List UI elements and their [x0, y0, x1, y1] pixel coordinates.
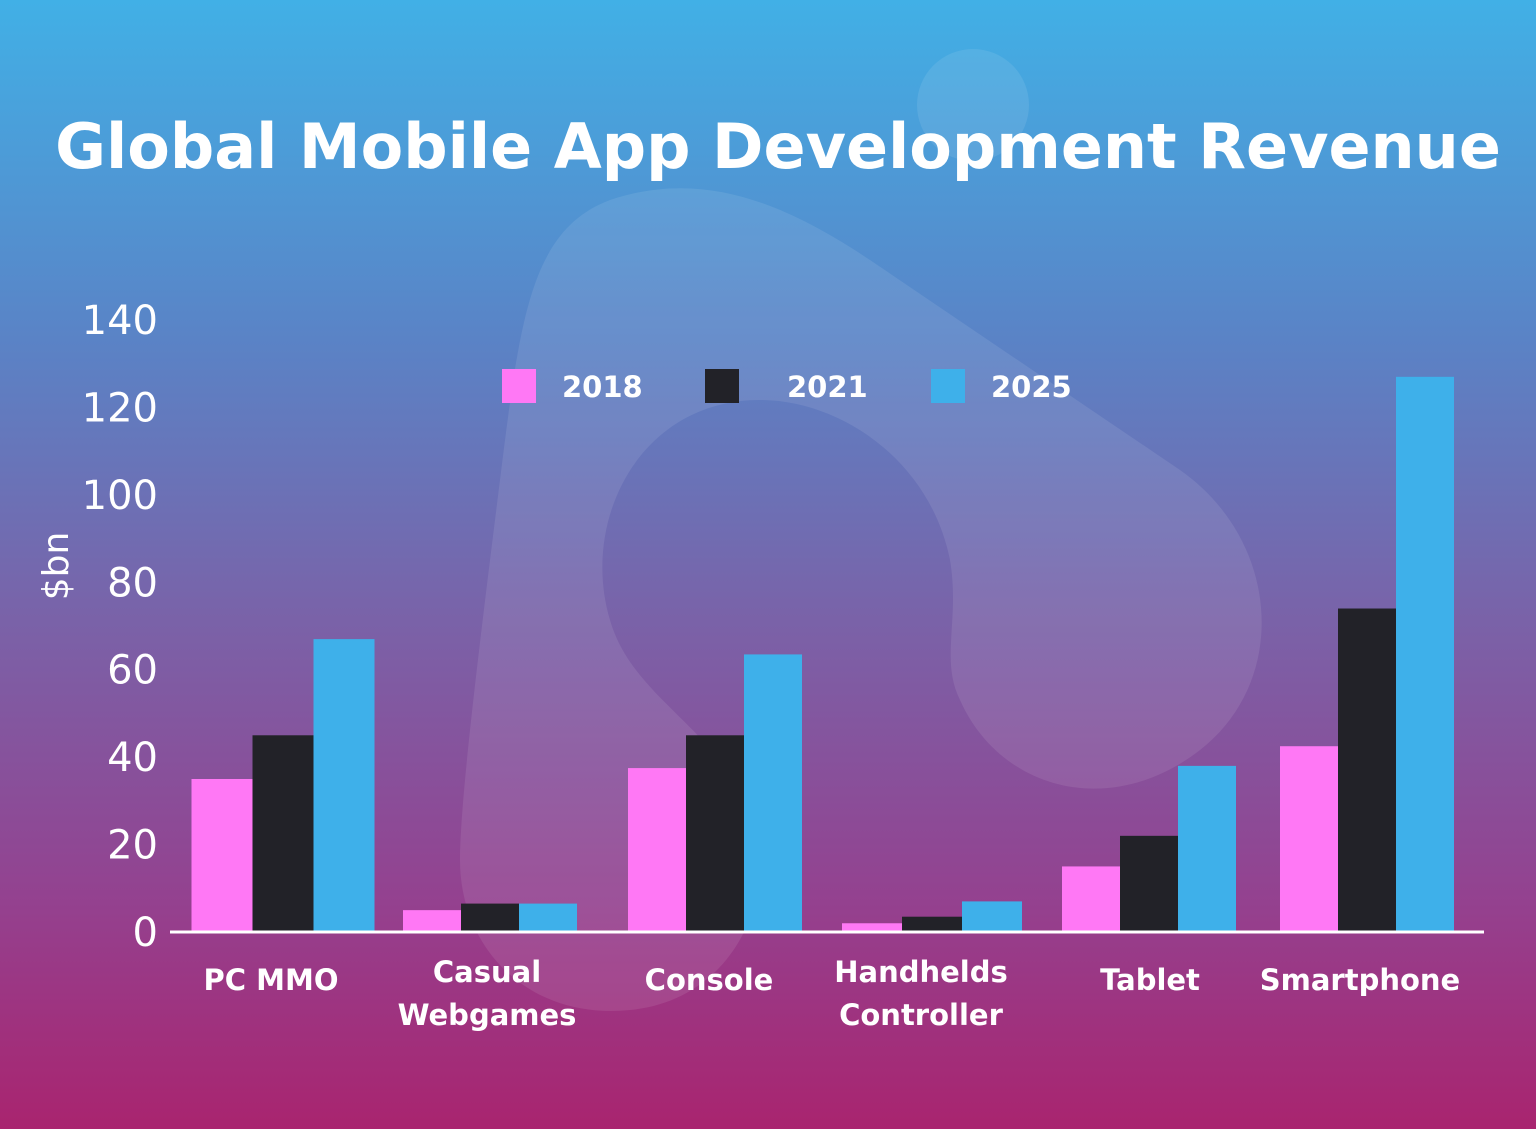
y-tick-label: 80 — [107, 560, 158, 606]
x-category-label: Console — [645, 963, 774, 997]
y-tick-label: 0 — [133, 910, 158, 956]
x-category-label: Casual — [433, 955, 541, 989]
bar-2025 — [313, 639, 375, 932]
bar-2021 — [252, 735, 314, 932]
bar-2018 — [403, 910, 461, 932]
chart-title: Global Mobile App Development Revenue — [55, 110, 1501, 183]
bar-2018 — [1280, 746, 1338, 932]
bar-2018 — [628, 768, 686, 932]
y-tick-label: 60 — [107, 648, 158, 694]
legend-label-2018: 2018 — [562, 370, 643, 404]
legend-swatch-2025 — [931, 369, 965, 403]
bar-2025 — [744, 654, 802, 932]
legend-label-2025: 2025 — [991, 370, 1072, 404]
bar-2025 — [1178, 765, 1236, 932]
bar-2021 — [686, 735, 744, 932]
x-category-label: PC MMO — [203, 963, 338, 997]
bar-2025 — [519, 903, 577, 932]
y-tick-label: 100 — [82, 473, 158, 519]
legend-label-2021: 2021 — [787, 370, 868, 404]
x-category-label: Smartphone — [1260, 963, 1460, 997]
bar-2018 — [842, 923, 902, 932]
bar-2021 — [1338, 608, 1396, 932]
legend-swatch-2021 — [705, 369, 739, 403]
bar-2018 — [191, 779, 253, 932]
x-category-label: Handhelds — [834, 955, 1008, 989]
bar-series — [191, 376, 1454, 932]
y-tick-label: 40 — [107, 735, 158, 781]
bar-2021 — [461, 903, 519, 932]
y-tick-label: 20 — [107, 823, 158, 869]
y-tick-label: 140 — [82, 298, 158, 344]
bar-2025 — [1396, 376, 1454, 932]
y-tick-label: 120 — [82, 385, 158, 431]
x-category-label: Controller — [839, 998, 1003, 1032]
bar-2021 — [902, 916, 962, 932]
legend: 2018 2021 2025 — [502, 369, 1072, 404]
x-category-label: Webgames — [398, 998, 577, 1032]
y-axis-ticks: 0 20 40 60 80 100 120 140 — [82, 298, 158, 956]
x-category-label: Tablet — [1100, 963, 1200, 997]
bar-2018 — [1062, 866, 1120, 932]
bar-2025 — [962, 901, 1022, 932]
legend-swatch-2018 — [502, 369, 536, 403]
bar-2021 — [1120, 835, 1178, 932]
y-axis-label: $bn — [36, 532, 77, 601]
x-axis-category-labels: PC MMO Casual Webgames Console Handhelds Cont… — [203, 955, 1460, 1032]
